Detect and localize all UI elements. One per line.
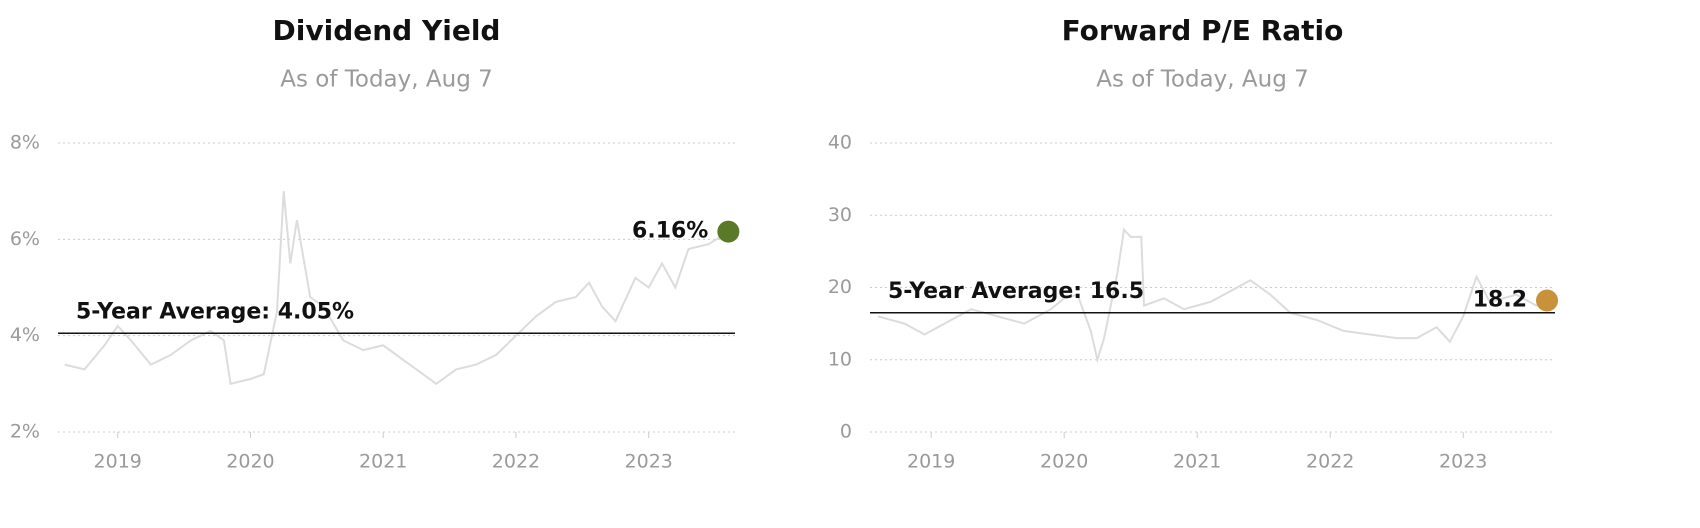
- x-tick-label: 2020: [1040, 451, 1088, 473]
- series-line: [877, 227, 1548, 364]
- y-tick-label: 20: [828, 276, 852, 298]
- y-tick-label: 4%: [10, 324, 40, 346]
- chart-subtitle: As of Today, Aug 7: [1096, 67, 1309, 93]
- x-tick-label: 2023: [1439, 451, 1487, 473]
- x-tick-label: 2021: [359, 451, 407, 473]
- chart-title: Dividend Yield: [273, 14, 501, 47]
- chart-subtitle: As of Today, Aug 7: [280, 67, 493, 93]
- x-tick-label: 2021: [1173, 451, 1221, 473]
- y-tick-label: 40: [828, 132, 852, 154]
- series-line: [64, 191, 729, 386]
- current-dot: [717, 220, 740, 243]
- current-label: 6.16%: [632, 219, 708, 244]
- chart-title: Forward P/E Ratio: [1062, 14, 1344, 47]
- y-tick-label: 8%: [10, 132, 40, 154]
- x-tick-label: 2022: [492, 451, 540, 473]
- y-tick-label: 10: [828, 348, 852, 370]
- x-tick-label: 2019: [94, 451, 142, 473]
- chart: Forward P/E Ratio As of Today, Aug 7 0 10 20…: [828, 14, 1559, 473]
- y-tick-label: 6%: [10, 228, 40, 250]
- average-label: 5-Year Average: 4.05%: [76, 299, 354, 324]
- current-dot: [1536, 289, 1559, 312]
- x-tick-label: 2020: [226, 451, 274, 473]
- chart: Dividend Yield As of Today, Aug 7 2% 4% 6% 8%…: [10, 14, 740, 473]
- y-tick-label: 0: [840, 421, 852, 443]
- x-tick-label: 2022: [1306, 451, 1354, 473]
- x-tick-label: 2023: [625, 451, 673, 473]
- y-tick-label: 30: [828, 204, 852, 226]
- current-label: 18.2: [1473, 288, 1527, 313]
- y-tick-label: 2%: [10, 421, 40, 443]
- x-tick-label: 2019: [907, 451, 955, 473]
- average-label: 5-Year Average: 16.5: [888, 279, 1144, 304]
